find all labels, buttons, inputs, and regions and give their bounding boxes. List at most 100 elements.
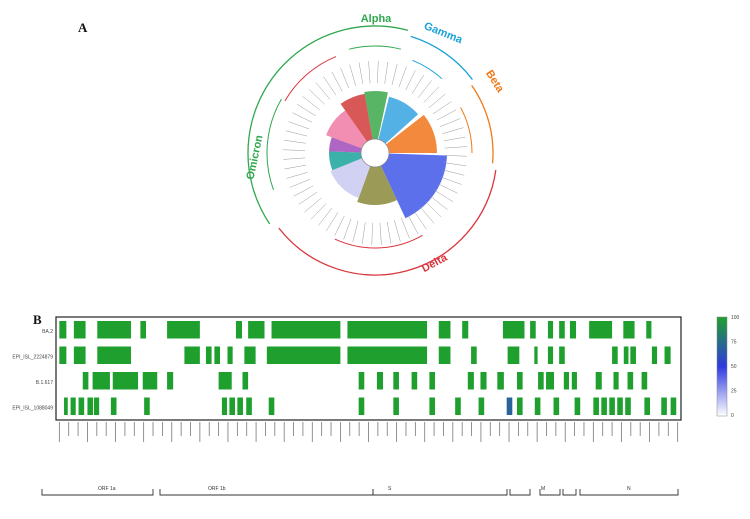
row-label: EPI_ISL_2224879 <box>12 355 53 361</box>
heatmap-cell <box>358 397 365 415</box>
heatmap-cell <box>478 397 485 415</box>
heatmap-cell <box>140 321 146 339</box>
heatmap-cell <box>393 397 399 415</box>
heatmap-cell <box>78 397 85 415</box>
heatmap-cell <box>248 321 265 339</box>
tree-branch <box>391 63 398 86</box>
tree-branches <box>283 61 467 245</box>
mutation-heatmap: BA.2 EPI_ISL_2224879 B.1.617 EPI_ISL_108804… <box>12 315 740 496</box>
heatmap-cell <box>112 372 139 390</box>
heatmap-cell <box>506 397 513 415</box>
heatmap-cell <box>516 397 523 415</box>
heatmap-cell <box>530 321 536 339</box>
sublineage-arc <box>266 98 282 191</box>
row-label: EPI_ISL_1088049 <box>12 406 53 412</box>
heatmap-cell <box>630 346 636 364</box>
heatmap-cell <box>625 397 631 415</box>
tree-branch <box>310 203 327 220</box>
heatmap-cells <box>59 321 677 415</box>
tree-branch <box>315 82 331 100</box>
region-label: S <box>388 486 392 492</box>
tree-branch <box>349 64 356 86</box>
clade-sector <box>329 151 363 171</box>
clade-sector <box>340 93 373 142</box>
clade-sector <box>326 110 367 149</box>
heatmap-cell <box>347 346 428 364</box>
heatmap-cell <box>167 372 174 390</box>
heatmap-cell <box>246 397 252 415</box>
tree-branch <box>288 121 310 130</box>
heatmap-cell <box>92 372 110 390</box>
heatmap-cell <box>553 397 560 415</box>
tree-branch <box>323 76 337 96</box>
heatmap-cell <box>601 397 607 415</box>
heatmap-cell <box>664 346 671 364</box>
tree-branch <box>298 191 318 205</box>
heatmap-cell <box>214 346 221 364</box>
tree-branch <box>289 178 311 188</box>
sublineage-arc <box>348 45 402 50</box>
heatmap-cell <box>646 321 652 339</box>
sublineage-arc <box>334 234 423 249</box>
heatmap-cell <box>534 397 541 415</box>
tree-branch <box>285 130 308 137</box>
region-bracket <box>372 489 508 496</box>
tree-branch <box>394 220 401 242</box>
tree-branch <box>283 157 306 160</box>
colorbar-gradient <box>716 316 728 417</box>
tree-branch <box>400 217 410 239</box>
heatmap-cell <box>438 321 451 339</box>
heatmap-cell <box>641 372 648 390</box>
clade-label: Delta <box>420 251 450 275</box>
heatmap-cell <box>142 372 158 390</box>
heatmap-cell <box>502 321 525 339</box>
heatmap-cell <box>237 397 243 415</box>
tree-branch <box>368 61 371 84</box>
tree-branch <box>419 206 435 224</box>
clade-sector <box>378 96 419 144</box>
tree-branch <box>442 169 465 176</box>
clade-arc <box>471 84 494 164</box>
tree-branch <box>443 136 466 142</box>
clade-arc <box>278 169 497 276</box>
heatmap-cell <box>59 321 67 339</box>
heatmap-cell <box>82 372 89 390</box>
heatmap-cell <box>97 321 132 339</box>
heatmap-cell <box>574 397 581 415</box>
region-bracket <box>539 489 561 496</box>
heatmap-cell <box>218 372 232 390</box>
tree-branch <box>377 61 379 84</box>
clade-sector <box>330 158 371 199</box>
heatmap-cell <box>595 372 602 390</box>
tree-branch <box>442 127 464 134</box>
heatmap-cell <box>227 346 233 364</box>
heatmap-cell <box>661 397 667 415</box>
sublineage-arc <box>412 59 443 80</box>
tree-branch <box>405 70 416 91</box>
tree-branch <box>444 162 467 167</box>
heatmap-cell <box>429 397 436 415</box>
clade-sector <box>357 165 397 205</box>
sublineage-arc <box>460 107 473 154</box>
tree-branch <box>428 93 446 109</box>
heatmap-cell <box>229 397 235 415</box>
tree-branch <box>361 222 366 245</box>
tree-branch <box>371 222 373 245</box>
tree-branch <box>283 139 306 144</box>
heatmap-cell <box>455 397 461 415</box>
heatmap-cell <box>205 346 212 364</box>
heatmap-cell <box>623 321 635 339</box>
heatmap-cell <box>569 321 577 339</box>
tree-branch <box>326 212 339 232</box>
tree-branch <box>292 112 313 123</box>
region-bracket <box>159 489 374 496</box>
heatmap-cell <box>266 346 341 364</box>
heatmap-cell <box>480 372 487 390</box>
tree-branch <box>384 61 389 84</box>
sublineage-arc <box>284 56 337 102</box>
heatmap-cell <box>563 372 569 390</box>
tree-branch <box>386 221 392 244</box>
clade-arc <box>289 25 409 60</box>
heatmap-cell <box>376 372 384 390</box>
